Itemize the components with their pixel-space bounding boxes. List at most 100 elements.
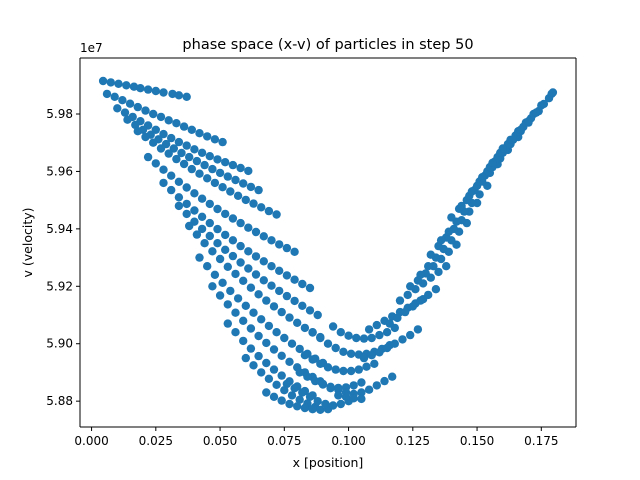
scatter-point — [143, 152, 153, 162]
scatter-point — [262, 358, 271, 368]
scatter-point — [141, 132, 150, 142]
scatter-point — [241, 301, 250, 310]
x-axis-label: x [position] — [293, 455, 364, 470]
scatter-point — [264, 321, 274, 331]
y-axis-label: v (velocity) — [20, 208, 35, 278]
scatter-point — [179, 122, 189, 131]
scatter-point — [370, 359, 379, 368]
scatter-point — [213, 155, 222, 164]
scatter-point — [516, 125, 525, 134]
scatter-point — [264, 206, 274, 216]
scatter-point — [187, 125, 196, 134]
scatter-point — [177, 148, 186, 158]
scatter-point — [262, 388, 271, 397]
scatter-point — [393, 313, 402, 323]
y-tick-label: 5.92 — [46, 279, 73, 293]
scatter-point — [208, 282, 217, 291]
scatter-point — [318, 379, 328, 389]
scatter-point — [341, 392, 351, 401]
scatter-point — [241, 195, 250, 205]
scatter-point — [478, 173, 487, 182]
scatter-point — [539, 99, 549, 109]
scatter-point — [133, 102, 142, 112]
scatter-point — [275, 286, 284, 296]
scatter-point — [231, 175, 240, 185]
scatter-point — [244, 166, 253, 176]
scatter-point — [249, 308, 258, 317]
scatter-point — [305, 306, 315, 315]
scatter-point — [349, 381, 358, 390]
scatter-point — [331, 365, 340, 374]
scatter-point — [244, 264, 253, 273]
scatter-point — [442, 262, 451, 271]
scatter-point — [249, 361, 258, 370]
scatter-point — [305, 283, 315, 293]
y-tick-label: 5.90 — [46, 337, 73, 351]
scatter-point — [367, 333, 376, 343]
scatter-point — [254, 290, 263, 299]
scatter-point — [125, 99, 135, 108]
scatter-point — [195, 169, 204, 178]
scatter-point — [182, 209, 191, 219]
scatter-point — [406, 282, 415, 291]
scatter-point — [221, 230, 230, 240]
scatter-point — [182, 199, 191, 209]
scatter-point — [210, 135, 220, 144]
scatter-point — [190, 145, 199, 154]
scatter-point — [447, 213, 456, 222]
scatter-point — [282, 271, 292, 280]
scatter-point — [195, 129, 204, 138]
scatter-point — [257, 315, 266, 324]
scatter-point — [215, 168, 225, 178]
scatter-point — [221, 209, 230, 219]
scatter-point — [208, 164, 217, 174]
scatter-point — [259, 257, 268, 266]
scatter-point — [424, 290, 433, 300]
scatter-point — [149, 109, 158, 119]
scatter-point — [221, 245, 230, 254]
scatter-point — [548, 88, 558, 97]
scatter-point — [164, 116, 173, 125]
scatter-point — [215, 291, 225, 300]
scatter-point — [226, 187, 235, 196]
scatter-point — [192, 230, 202, 239]
scatter-point — [203, 262, 212, 271]
scatter-point — [375, 348, 384, 357]
scatter-point — [231, 328, 240, 337]
scatter-point — [295, 344, 304, 354]
scatter-point — [213, 224, 222, 234]
scatter-point — [282, 379, 292, 389]
scatter-point — [357, 378, 366, 387]
scatter-point — [308, 405, 317, 414]
scatter-point — [174, 177, 184, 186]
scatter-point — [290, 275, 299, 284]
scatter-point — [168, 89, 177, 99]
scatter-point — [164, 149, 173, 158]
y-offset-label: 1e7 — [80, 41, 103, 55]
scatter-point — [416, 270, 425, 279]
scatter-point — [159, 165, 168, 174]
scatter-point — [179, 159, 189, 169]
scatter-point — [122, 81, 131, 90]
scatter-point — [336, 328, 345, 337]
scatter-point — [182, 183, 191, 192]
scatter-point — [275, 266, 284, 275]
scatter-point — [293, 318, 302, 327]
scatter-point — [382, 343, 392, 353]
scatter-point — [321, 399, 330, 409]
scatter-point — [239, 316, 248, 325]
scatter-point — [426, 250, 435, 259]
scatter-point — [269, 302, 279, 311]
scatter-point — [488, 158, 497, 167]
scatter-point — [239, 179, 248, 188]
scatter-point — [269, 345, 279, 354]
scatter-point — [262, 338, 271, 348]
y-tick-label: 5.98 — [46, 107, 73, 121]
scatter-point — [221, 158, 230, 167]
scatter-point — [233, 191, 243, 200]
scatter-point — [262, 296, 271, 305]
scatter-point — [434, 267, 443, 277]
scatter-point — [498, 144, 507, 153]
scatter-point — [241, 353, 250, 363]
scatter-point — [185, 152, 194, 162]
